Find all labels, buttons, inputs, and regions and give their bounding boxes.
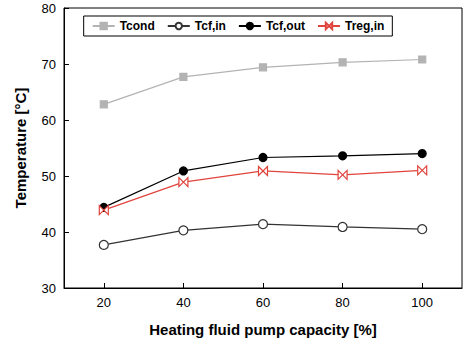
- svg-text:40: 40: [42, 225, 56, 240]
- svg-text:Tcond: Tcond: [120, 19, 155, 33]
- svg-text:30: 30: [42, 281, 56, 296]
- svg-text:20: 20: [97, 295, 111, 310]
- svg-text:60: 60: [256, 295, 270, 310]
- svg-text:Temperature [°C]: Temperature [°C]: [12, 88, 29, 209]
- svg-text:70: 70: [42, 57, 56, 72]
- svg-text:50: 50: [42, 169, 56, 184]
- svg-text:Tcf,out: Tcf,out: [266, 19, 305, 33]
- svg-text:Heating fluid pump capacity [%: Heating fluid pump capacity [%]: [149, 321, 377, 338]
- svg-text:100: 100: [411, 295, 433, 310]
- svg-text:80: 80: [42, 1, 56, 16]
- svg-text:Treg,in: Treg,in: [345, 19, 384, 33]
- svg-text:40: 40: [176, 295, 190, 310]
- svg-text:80: 80: [335, 295, 349, 310]
- svg-text:Tcf,in: Tcf,in: [195, 19, 226, 33]
- svg-text:60: 60: [42, 113, 56, 128]
